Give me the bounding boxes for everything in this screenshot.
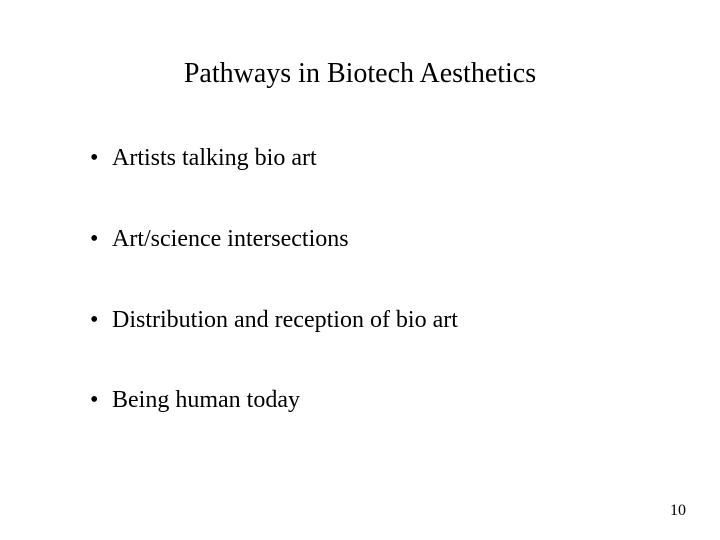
bullet-icon: • <box>90 144 112 173</box>
bullet-text: Being human today <box>112 386 300 415</box>
page-number: 10 <box>670 502 686 520</box>
list-item: • Being human today <box>90 386 660 415</box>
list-item: • Distribution and reception of bio art <box>90 306 660 335</box>
slide-title: Pathways in Biotech Aesthetics <box>0 58 720 90</box>
bullet-text: Distribution and reception of bio art <box>112 306 458 335</box>
list-item: • Art/science intersections <box>90 225 660 254</box>
slide: Pathways in Biotech Aesthetics • Artists… <box>0 0 720 540</box>
bullet-text: Art/science intersections <box>112 225 349 254</box>
bullet-icon: • <box>90 225 112 254</box>
bullet-icon: • <box>90 306 112 335</box>
bullet-text: Artists talking bio art <box>112 144 317 173</box>
list-item: • Artists talking bio art <box>90 144 660 173</box>
slide-body: • Artists talking bio art • Art/science … <box>90 144 660 467</box>
bullet-icon: • <box>90 386 112 415</box>
